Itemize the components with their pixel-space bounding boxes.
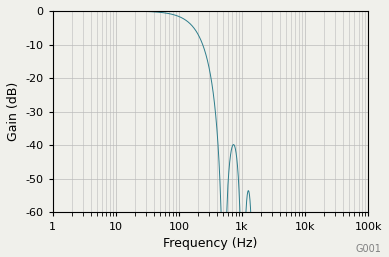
Text: G001: G001 xyxy=(355,244,381,254)
Y-axis label: Gain (dB): Gain (dB) xyxy=(7,82,20,141)
X-axis label: Frequency (Hz): Frequency (Hz) xyxy=(163,237,258,250)
